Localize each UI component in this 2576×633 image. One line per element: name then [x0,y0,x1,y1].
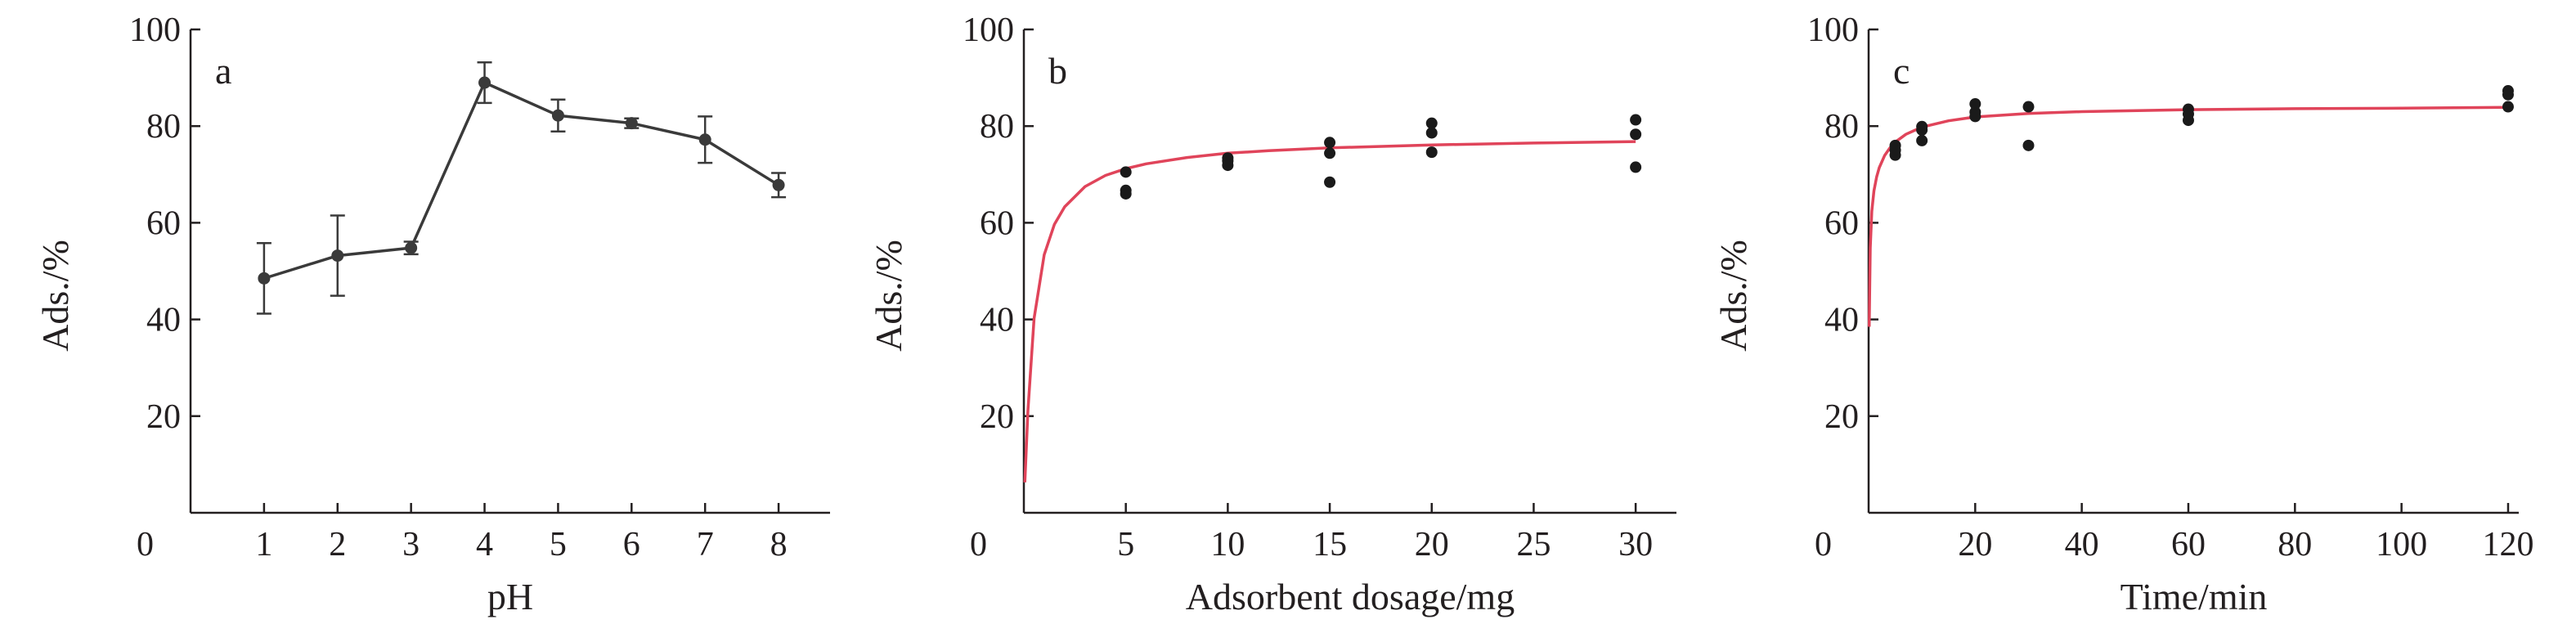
y-tick-label: 100 [963,11,1014,49]
x-axis-label: Time/min [2120,576,2268,617]
x-tick-label: 25 [1516,526,1551,563]
data-point [1969,98,1981,110]
y-tick-label: 40 [980,302,1014,339]
x-tick-label: 5 [550,526,567,563]
origin-label: 0 [137,526,154,563]
x-tick-label: 20 [1415,526,1449,563]
data-point [2022,139,2035,151]
data-point [1120,166,1132,178]
data-point [1889,149,1901,161]
x-tick-label: 4 [476,526,493,563]
x-tick-label: 60 [2171,526,2206,563]
x-tick-label: 15 [1313,526,1347,563]
data-point [1222,159,1234,172]
data-point [1425,146,1438,159]
data-point [2502,88,2514,101]
y-tick-label: 100 [129,11,181,49]
data-point [478,76,491,89]
panel-b: 20 40 60 80 100 5 10 15 20 25 30 0 Adsorbent dosage/… [868,11,1676,617]
data-point [1969,110,1981,123]
y-tick-label: 60 [146,204,181,242]
data-point [2502,101,2514,113]
y-tick-label: 80 [980,108,1014,146]
y-tick-label: 20 [146,398,181,436]
x-tick-label: 20 [1958,526,1992,563]
y-tick-label: 60 [980,204,1014,242]
origin-label: 0 [970,526,987,563]
y-tick-label: 40 [1824,302,1859,339]
x-tick-label: 7 [697,526,714,563]
data-point [2182,114,2194,127]
data-point [1916,123,1928,136]
data-point [1324,147,1336,159]
y-tick-label: 80 [146,108,181,146]
y-tick-label: 20 [980,398,1014,436]
data-point [551,109,564,122]
data-point [1630,128,1642,141]
data-point [1425,117,1438,129]
x-tick-label: 3 [402,526,420,563]
panel-c: 20 40 60 80 100 20 40 60 80 100 120 0 Time/min Ads./%… [1712,11,2533,617]
data-point [1916,134,1928,146]
x-tick-label: 30 [1618,526,1653,563]
x-tick-label: 40 [2065,526,2099,563]
panel-label: a [215,50,231,92]
data-point [2022,101,2035,113]
data-point [1630,114,1642,126]
data-point [1324,137,1336,149]
data-point [405,241,418,254]
fit-curve [1867,106,2509,327]
data-point [698,133,711,146]
x-tick-label: 2 [329,526,346,563]
panel-label: b [1048,50,1067,92]
data-point [1425,127,1438,139]
data-point [331,249,344,263]
y-tick-label: 40 [146,302,181,339]
y-tick-label: 20 [1824,398,1859,436]
y-tick-label: 100 [1807,11,1859,49]
y-axis-label: Ads./% [1712,240,1754,352]
y-axis-label: Ads./% [34,240,76,352]
panel-label: c [1893,50,1910,92]
x-tick-label: 10 [1210,526,1245,563]
series-line [263,81,780,281]
x-tick-label: 80 [2278,526,2312,563]
x-tick-label: 120 [2482,526,2533,563]
x-tick-label: 1 [255,526,272,563]
data-point [625,117,638,130]
x-tick-label: 100 [2376,526,2427,563]
data-point [1324,176,1336,188]
x-tick-label: 5 [1117,526,1134,563]
fit-curve [1023,140,1636,483]
y-tick-label: 80 [1824,108,1859,146]
y-tick-label: 60 [1824,204,1859,242]
x-tick-label: 8 [770,526,788,563]
x-tick-label: 6 [623,526,640,563]
data-point [772,178,785,191]
origin-label: 0 [1815,526,1832,563]
data-point [1120,187,1132,200]
data-point [1630,161,1642,173]
y-axis-label: Ads./% [868,240,909,352]
data-point [258,272,271,285]
x-axis-label: pH [487,576,533,617]
x-axis-label: Adsorbent dosage/mg [1186,576,1515,617]
